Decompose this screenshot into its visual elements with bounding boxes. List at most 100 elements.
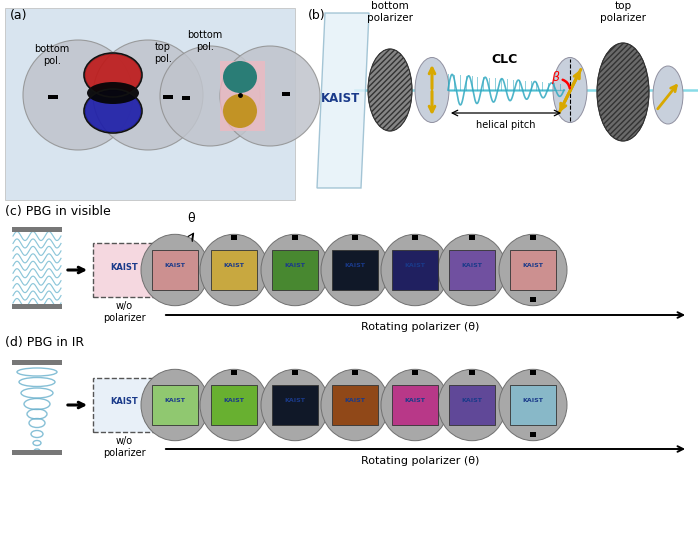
Polygon shape bbox=[317, 13, 369, 188]
Bar bbox=[48, 95, 58, 99]
Bar bbox=[352, 370, 358, 375]
Bar bbox=[530, 297, 536, 302]
Ellipse shape bbox=[499, 369, 567, 441]
Ellipse shape bbox=[381, 235, 449, 306]
Ellipse shape bbox=[368, 49, 412, 131]
Bar bbox=[510, 250, 556, 290]
Bar bbox=[292, 370, 298, 375]
Bar bbox=[530, 432, 536, 437]
Text: KAIST: KAIST bbox=[321, 92, 361, 104]
Bar bbox=[272, 385, 318, 425]
Ellipse shape bbox=[438, 235, 506, 306]
Text: KAIST: KAIST bbox=[110, 398, 138, 407]
Bar bbox=[152, 385, 198, 425]
Bar bbox=[392, 385, 438, 425]
Text: w/o
polarizer: w/o polarizer bbox=[103, 301, 145, 322]
Bar bbox=[510, 385, 556, 425]
Text: top
polarizer: top polarizer bbox=[600, 1, 646, 22]
Bar bbox=[469, 235, 475, 240]
Text: bottom
pol.: bottom pol. bbox=[34, 44, 70, 66]
Bar bbox=[12, 304, 62, 309]
Bar bbox=[332, 385, 378, 425]
Bar bbox=[530, 370, 536, 375]
Text: KAIST: KAIST bbox=[405, 263, 426, 268]
Ellipse shape bbox=[85, 90, 141, 132]
Bar bbox=[412, 370, 418, 375]
Text: bottom
polarizer: bottom polarizer bbox=[367, 1, 413, 22]
Bar bbox=[12, 360, 62, 365]
Text: KAIST: KAIST bbox=[461, 263, 482, 268]
Circle shape bbox=[23, 40, 133, 150]
Ellipse shape bbox=[597, 43, 649, 141]
Bar bbox=[392, 250, 438, 290]
Ellipse shape bbox=[499, 235, 567, 306]
Bar bbox=[530, 235, 536, 240]
Ellipse shape bbox=[321, 369, 389, 441]
Text: KAIST: KAIST bbox=[523, 263, 544, 268]
Text: KAIST: KAIST bbox=[285, 398, 306, 402]
Bar bbox=[152, 250, 198, 290]
Ellipse shape bbox=[653, 66, 683, 124]
Ellipse shape bbox=[223, 61, 257, 93]
Text: KAIST: KAIST bbox=[345, 263, 366, 268]
Text: bottom
pol.: bottom pol. bbox=[187, 30, 223, 52]
Ellipse shape bbox=[200, 369, 268, 441]
Text: $\beta$: $\beta$ bbox=[551, 69, 560, 85]
Text: (b): (b) bbox=[308, 9, 326, 22]
Ellipse shape bbox=[87, 82, 139, 104]
Ellipse shape bbox=[321, 235, 389, 306]
Circle shape bbox=[160, 46, 260, 146]
Bar bbox=[93, 378, 155, 432]
Ellipse shape bbox=[85, 54, 141, 96]
Ellipse shape bbox=[381, 369, 449, 441]
Ellipse shape bbox=[415, 58, 449, 123]
Bar bbox=[469, 370, 475, 375]
Bar bbox=[332, 250, 378, 290]
Text: KAIST: KAIST bbox=[345, 398, 366, 402]
Bar bbox=[272, 250, 318, 290]
Text: (a): (a) bbox=[10, 9, 27, 22]
Text: Rotating polarizer (θ): Rotating polarizer (θ) bbox=[361, 322, 480, 332]
Text: KAIST: KAIST bbox=[461, 398, 482, 402]
Bar bbox=[12, 227, 62, 232]
Text: KAIST: KAIST bbox=[523, 398, 544, 402]
Text: CLC: CLC bbox=[492, 53, 518, 66]
Text: θ: θ bbox=[187, 212, 195, 225]
Ellipse shape bbox=[261, 369, 329, 441]
Circle shape bbox=[220, 46, 320, 146]
Text: w/o
polarizer: w/o polarizer bbox=[103, 436, 145, 458]
Ellipse shape bbox=[200, 235, 268, 306]
Text: KAIST: KAIST bbox=[165, 398, 186, 402]
Bar bbox=[292, 235, 298, 240]
Bar bbox=[282, 92, 290, 96]
Text: KAIST: KAIST bbox=[405, 398, 426, 402]
Bar bbox=[231, 370, 237, 375]
Bar bbox=[211, 250, 257, 290]
Bar bbox=[93, 243, 155, 297]
Text: (c) PBG in visible: (c) PBG in visible bbox=[5, 205, 111, 218]
Bar bbox=[5, 8, 295, 200]
Ellipse shape bbox=[141, 369, 209, 441]
Text: KAIST: KAIST bbox=[223, 398, 244, 402]
Bar bbox=[211, 385, 257, 425]
Text: helical pitch: helical pitch bbox=[476, 120, 536, 130]
Bar bbox=[449, 385, 495, 425]
Circle shape bbox=[93, 40, 203, 150]
Ellipse shape bbox=[141, 235, 209, 306]
Text: KAIST: KAIST bbox=[223, 263, 244, 268]
Ellipse shape bbox=[261, 235, 329, 306]
Bar bbox=[449, 250, 495, 290]
Bar bbox=[412, 235, 418, 240]
Text: KAIST: KAIST bbox=[110, 262, 138, 271]
Text: KAIST: KAIST bbox=[165, 263, 186, 268]
Ellipse shape bbox=[553, 58, 587, 123]
Ellipse shape bbox=[438, 369, 506, 441]
Text: (d) PBG in IR: (d) PBG in IR bbox=[5, 336, 84, 349]
Bar bbox=[182, 96, 190, 100]
Bar bbox=[352, 235, 358, 240]
Bar bbox=[163, 95, 173, 99]
Bar bbox=[220, 61, 265, 131]
Text: top
pol.: top pol. bbox=[154, 42, 172, 64]
Bar bbox=[231, 235, 237, 240]
Bar bbox=[12, 450, 62, 455]
